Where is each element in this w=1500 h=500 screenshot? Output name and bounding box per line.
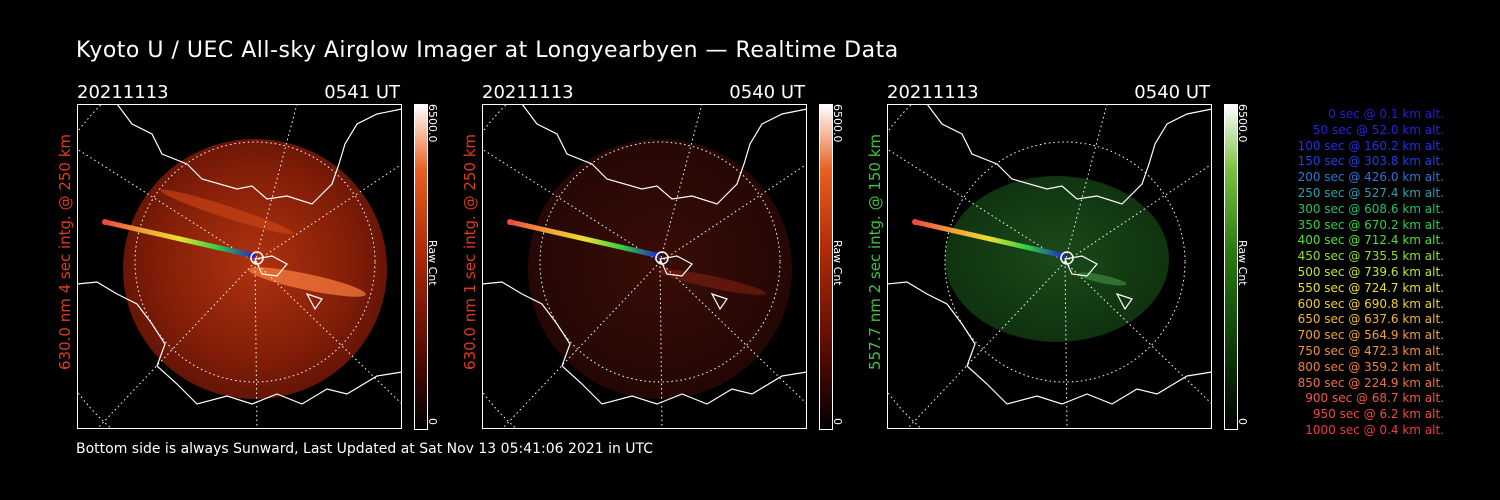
legend-row: 700 sec @ 564.9 km alt. <box>1297 328 1444 343</box>
panel-2-airglow-image <box>482 104 807 429</box>
panel-1-colorbar <box>414 104 428 430</box>
page-title: Kyoto U / UEC All-sky Airglow Imager at … <box>76 38 899 63</box>
legend-row: 650 sec @ 637.6 km alt. <box>1297 312 1444 327</box>
coastlines <box>482 104 807 405</box>
panel-3-airglow-image <box>887 104 1212 429</box>
panel-1-date: 20211113 <box>77 82 169 103</box>
legend-row: 500 sec @ 739.6 km alt. <box>1297 264 1444 279</box>
panel-2-cbar-max: 6500.0 <box>831 104 844 143</box>
satellite-track <box>507 219 669 265</box>
panel-3-time: 0540 UT <box>1134 82 1210 103</box>
legend-row: 400 sec @ 712.4 km alt. <box>1297 233 1444 248</box>
panel-1-ylabel: 630.0 nm 4 sec intg. @ 250 km <box>56 133 74 370</box>
legend-row: 450 sec @ 735.5 km alt. <box>1297 249 1444 264</box>
legend-row: 250 sec @ 527.4 km alt. <box>1297 185 1444 200</box>
altitude-legend: 0 sec @ 0.1 km alt. 50 sec @ 52.0 km alt… <box>1262 107 1444 439</box>
legend-row: 800 sec @ 359.2 km alt. <box>1297 359 1444 374</box>
panel-3-date: 20211113 <box>887 82 979 103</box>
latlon-grid <box>482 104 807 429</box>
panel-1-cbar-min: 0 <box>426 418 439 425</box>
legend-row: 900 sec @ 68.7 km alt. <box>1305 391 1444 406</box>
panel-1-cbar-unit: Raw Cnt <box>426 240 439 286</box>
panel-3-cbar-max: 6500.0 <box>1236 104 1249 143</box>
panel-1-cbar-max: 6500.0 <box>426 104 439 143</box>
footer-note: Bottom side is always Sunward, Last Upda… <box>76 441 654 457</box>
panel-2-ylabel: 630.0 nm 1 sec intg. @ 250 km <box>461 133 479 370</box>
legend-row: 0 sec @ 0.1 km alt. <box>1328 107 1444 121</box>
panel-1-time: 0541 UT <box>324 82 400 103</box>
legend-row: 100 sec @ 160.2 km alt. <box>1297 138 1444 153</box>
airglow-field <box>945 176 1169 342</box>
legend-row: 350 sec @ 670.2 km alt. <box>1297 217 1444 232</box>
panel-3-colorbar <box>1224 104 1238 430</box>
panel-2-cbar-unit: Raw Cnt <box>831 240 844 286</box>
coastlines <box>887 104 1212 405</box>
panel-2-cbar-min: 0 <box>831 418 844 425</box>
latlon-grid <box>887 104 1212 429</box>
coastlines <box>77 104 402 405</box>
panel-3-ylabel: 557.7 nm 2 sec intg. @ 150 km <box>866 133 884 370</box>
satellite-track <box>102 219 264 265</box>
legend-row: 600 sec @ 690.8 km alt. <box>1297 296 1444 311</box>
panel-3-cbar-min: 0 <box>1236 418 1249 425</box>
legend-row: 550 sec @ 724.7 km alt. <box>1297 280 1444 295</box>
legend-row: 50 sec @ 52.0 km alt. <box>1312 122 1444 137</box>
legend-row: 850 sec @ 224.9 km alt. <box>1297 375 1444 390</box>
satellite-track <box>912 219 1074 265</box>
panel-1-airglow-image <box>77 104 402 429</box>
panel-2-colorbar <box>819 104 833 430</box>
panel-3-cbar-unit: Raw Cnt <box>1236 240 1249 286</box>
airglow-field <box>528 139 792 399</box>
panel-2-time: 0540 UT <box>729 82 805 103</box>
legend-row: 750 sec @ 472.3 km alt. <box>1297 343 1444 358</box>
legend-row: 150 sec @ 303.8 km alt. <box>1297 154 1444 169</box>
legend-row: 1000 sec @ 0.4 km alt. <box>1305 422 1444 437</box>
legend-row: 200 sec @ 426.0 km alt. <box>1297 170 1444 185</box>
legend-row: 300 sec @ 608.6 km alt. <box>1297 201 1444 216</box>
legend-row: 950 sec @ 6.2 km alt. <box>1312 407 1444 422</box>
panel-2-date: 20211113 <box>482 82 574 103</box>
latlon-grid <box>77 104 402 429</box>
